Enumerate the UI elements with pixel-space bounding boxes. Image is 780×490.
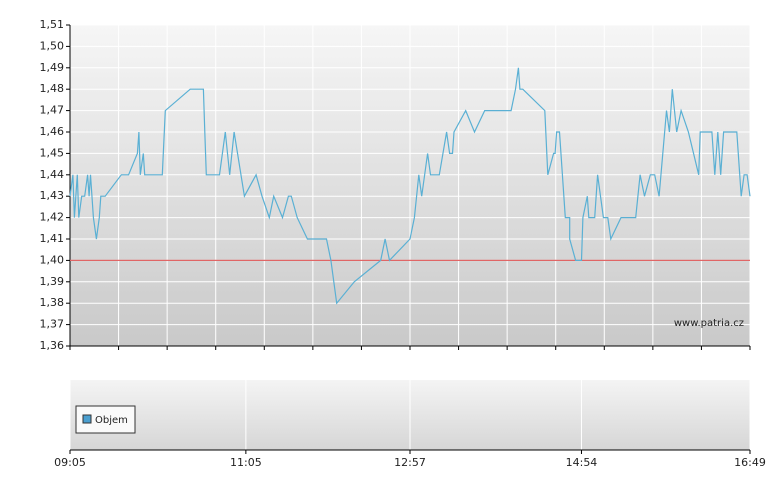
y-tick-label: 1,45: [40, 146, 65, 159]
y-tick-label: 1,44: [40, 168, 65, 181]
y-tick-label: 1,37: [40, 318, 65, 331]
x-tick-label: 11:05: [230, 456, 262, 469]
y-tick-label: 1,42: [40, 211, 65, 224]
y-tick-label: 1,38: [40, 296, 65, 309]
x-tick-label: 14:54: [566, 456, 598, 469]
legend-label: Objem: [95, 415, 128, 426]
y-tick-label: 1,40: [40, 253, 65, 266]
y-tick-label: 1,47: [40, 104, 65, 117]
x-tick-label: 12:57: [394, 456, 426, 469]
y-tick-label: 1,43: [40, 189, 65, 202]
y-tick-label: 1,36: [40, 339, 65, 352]
price-line: [69, 67, 751, 305]
y-tick-label: 1,51: [40, 18, 65, 31]
y-tick-label: 1,41: [40, 232, 65, 245]
x-tick-label: 16:49: [734, 456, 766, 469]
y-tick-label: 1,46: [40, 125, 65, 138]
watermark: www.patria.cz: [674, 318, 744, 329]
x-tick-label: 09:05: [54, 456, 86, 469]
y-tick-label: 1,50: [40, 39, 65, 52]
y-tick-label: 1,39: [40, 275, 65, 288]
legend-swatch: [82, 414, 92, 424]
y-tick-label: 1,49: [40, 61, 65, 74]
y-tick-label: 1,48: [40, 82, 65, 95]
